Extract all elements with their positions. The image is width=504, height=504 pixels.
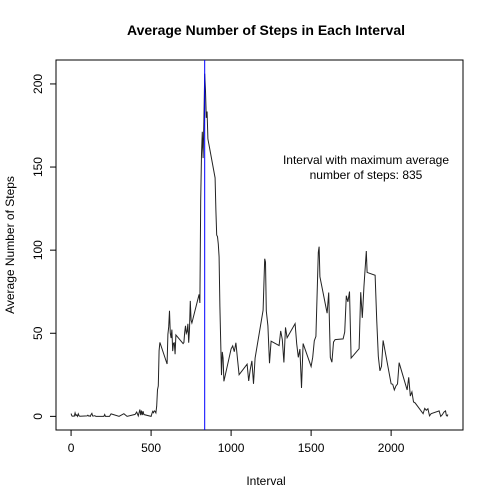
x-tick-label: 0 (68, 441, 75, 455)
plot-box (55, 59, 464, 431)
x-tick-label: 1500 (298, 441, 325, 455)
annotation: Interval with maximum average (283, 153, 449, 167)
y-tick-label: 100 (31, 240, 45, 260)
y-tick-label: 150 (31, 157, 45, 177)
x-tick-label: 500 (141, 441, 161, 455)
chart-title: Average Number of Steps in Each Interval (127, 22, 405, 38)
data-line (70, 73, 449, 418)
y-tick-label: 50 (31, 326, 45, 340)
annotation: number of steps: 835 (310, 168, 423, 182)
x-axis-label: Interval (246, 474, 285, 488)
y-tick-label: 0 (31, 413, 45, 420)
x-tick-label: 2000 (378, 441, 405, 455)
x-tick-label: 1000 (218, 441, 245, 455)
y-tick-label: 200 (31, 74, 45, 94)
y-axis-label: Average Number of Steps (3, 176, 17, 314)
